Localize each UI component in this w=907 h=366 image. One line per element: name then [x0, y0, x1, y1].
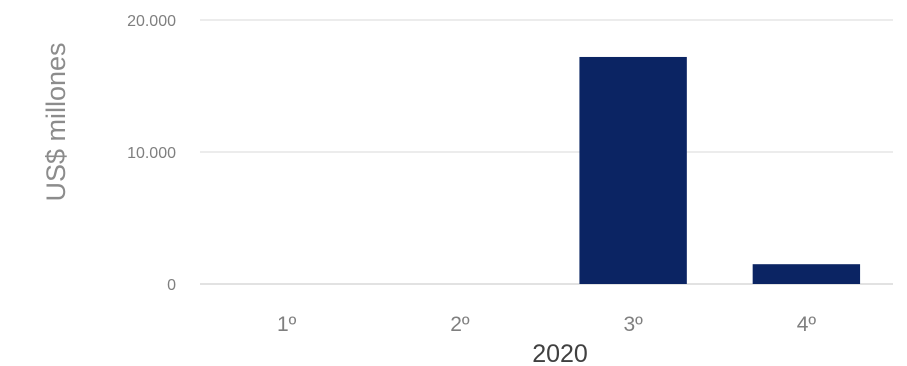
x-category-label: 2º: [450, 313, 470, 336]
y-axis-label: US$ millones: [41, 42, 71, 201]
x-axis-label: 2020: [532, 340, 588, 366]
bars: [579, 56, 861, 285]
y-tick-label: 10.000: [127, 145, 176, 162]
bar: [752, 264, 861, 284]
x-category-label: 3º: [623, 313, 643, 336]
gridlines: [200, 19, 893, 285]
y-axis-ticks: 0 10.000 20.000: [127, 13, 176, 294]
x-category-label: 4º: [797, 313, 817, 336]
x-axis-categories: 1º 2º 3º 4º: [277, 313, 816, 336]
bar: [579, 56, 687, 285]
y-tick-label: 0: [167, 277, 176, 294]
x-category-label: 1º: [277, 313, 297, 336]
y-tick-label: 20.000: [127, 13, 176, 30]
